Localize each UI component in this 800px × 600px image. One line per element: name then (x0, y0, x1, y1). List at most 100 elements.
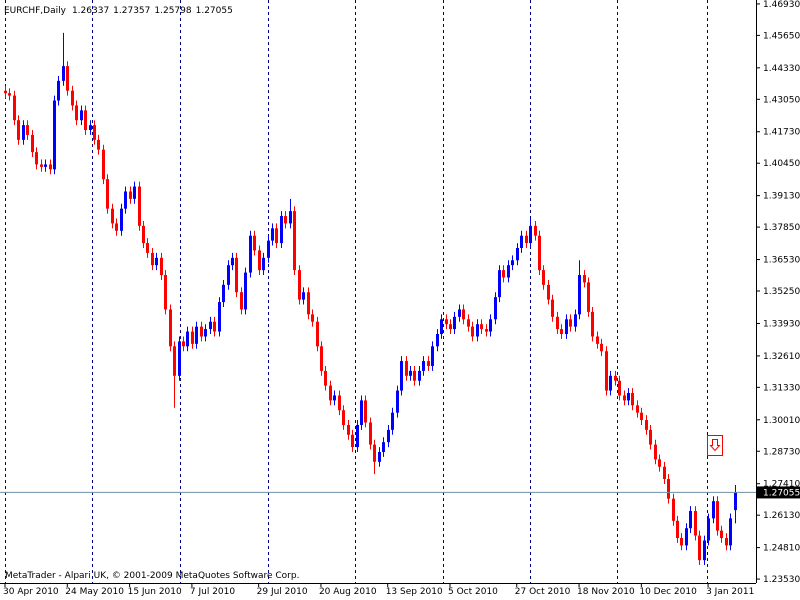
candle-body (129, 191, 132, 199)
y-tick-label: 1.46930 (763, 0, 800, 10)
candle-body (316, 321, 319, 347)
y-tick-label: 1.45650 (763, 31, 800, 41)
candle-body (267, 240, 270, 258)
candle-body (22, 125, 25, 140)
candle-body (4, 90, 7, 94)
candle-body (351, 434, 354, 448)
candle-body (494, 297, 497, 320)
candle-body (498, 270, 501, 298)
candle-body (71, 90, 74, 106)
candle-body (427, 361, 430, 366)
candle-body (534, 225, 537, 236)
candle-body (120, 208, 123, 231)
candle-body (529, 225, 532, 244)
x-tick-label: 30 Apr 2010 (3, 587, 59, 597)
candle-body (382, 442, 385, 452)
candle-body (578, 275, 581, 315)
candle-body (525, 235, 528, 244)
candle-body (31, 134, 34, 153)
candle-body (324, 370, 327, 386)
candle-body (694, 510, 697, 536)
candle-body (547, 284, 550, 300)
candle-body (302, 292, 305, 300)
candle-body (35, 152, 38, 165)
candle-body (480, 324, 483, 330)
candle-body (631, 393, 634, 406)
candle-body (449, 324, 452, 330)
candle-body (440, 319, 443, 335)
candle-body (698, 535, 701, 561)
candle-body (734, 492, 737, 511)
candle-body (209, 321, 212, 330)
candle-body (516, 247, 519, 261)
candle-body (102, 149, 105, 180)
candle-body (146, 243, 149, 253)
y-tick-label: 1.35250 (763, 287, 800, 297)
last-high: 1.27357 (113, 6, 150, 16)
candle-body (133, 186, 136, 199)
candle-body (195, 326, 198, 344)
candle-body (17, 120, 20, 140)
candle-body (658, 459, 661, 467)
candle-body (467, 319, 470, 327)
candle-body (569, 319, 572, 327)
x-tick-label: 10 Dec 2010 (639, 587, 697, 597)
y-tick-label: 1.27410 (763, 480, 800, 490)
candle-body (453, 316, 456, 330)
chart-header: EURCHF,Daily 1.26337 1.27357 1.25798 1.27055 (4, 6, 233, 16)
y-tick-label: 1.23530 (763, 575, 800, 585)
last-low: 1.25798 (154, 6, 191, 16)
candle-body (329, 385, 332, 401)
candle-body (93, 125, 96, 140)
y-tick-label: 1.39130 (763, 192, 800, 202)
candle-body (600, 343, 603, 352)
candle-body (191, 331, 194, 344)
candle-body (725, 538, 728, 546)
candle-body (89, 125, 92, 131)
y-tick-label: 1.30010 (763, 416, 800, 426)
candle-body (333, 395, 336, 401)
y-tick-label: 1.31330 (763, 383, 800, 393)
candle-body (663, 466, 666, 480)
y-tick-label: 1.41730 (763, 128, 800, 138)
candle-body (627, 393, 630, 401)
candle-body (591, 311, 594, 337)
candle-body (618, 380, 621, 396)
candle-body (405, 361, 408, 376)
candle-body (413, 370, 416, 381)
candle-body (293, 211, 296, 271)
x-tick-label: 20 Aug 2010 (319, 587, 377, 597)
candle-body (418, 370, 421, 381)
candle-body (111, 208, 114, 224)
price-marker (757, 486, 800, 499)
y-tick-label: 1.36530 (763, 256, 800, 266)
candle-body (169, 309, 172, 347)
candle-body (178, 341, 181, 376)
y-tick-label: 1.28730 (763, 447, 800, 457)
candle-body (258, 250, 261, 271)
candle-body (235, 257, 238, 293)
candle-body (364, 400, 367, 423)
arrow-box (707, 435, 723, 456)
candle-body (342, 410, 345, 425)
candle-body (520, 235, 523, 248)
x-tick-label: 29 Jul 2010 (257, 587, 308, 597)
candle-body (703, 540, 706, 561)
candle-body (707, 518, 710, 541)
y-tick-label: 1.24810 (763, 544, 800, 554)
candle-body (249, 235, 252, 273)
candle-body (142, 225, 145, 244)
candle-body (712, 501, 715, 519)
candle-body (160, 257, 163, 276)
last-open: 1.26337 (72, 6, 109, 16)
candle-body (422, 361, 425, 371)
candle-body (253, 235, 256, 251)
candle-body (182, 341, 185, 347)
last-close: 1.27055 (196, 6, 233, 16)
candle-body (649, 429, 652, 445)
candle-body (40, 164, 43, 167)
candle-body (320, 346, 323, 371)
candle-body (307, 292, 310, 315)
candle-body (13, 95, 16, 121)
